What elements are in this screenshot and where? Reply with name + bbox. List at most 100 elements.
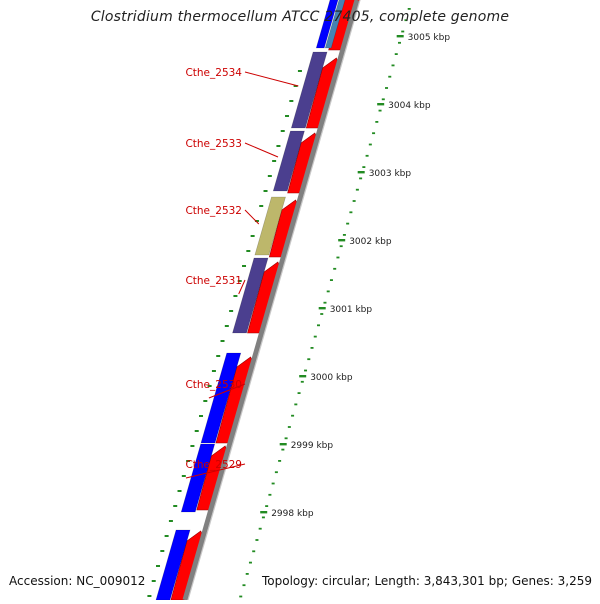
ruler-minor-tick — [362, 166, 366, 168]
inner-tick — [250, 235, 255, 237]
ruler-minor-tick — [304, 369, 308, 372]
ruler-minor-tick — [342, 234, 346, 236]
ruler-minor-tick — [375, 121, 379, 123]
inner-tick — [246, 250, 251, 252]
ruler-major-tick — [260, 511, 268, 514]
inner-tick — [216, 355, 221, 357]
gene-label: Cthe_2531 — [185, 275, 242, 287]
ruler-major-tick — [338, 239, 346, 242]
ruler-major-tick — [396, 35, 404, 38]
ruler-minor-tick — [261, 516, 265, 519]
ruler-minor-tick — [239, 595, 243, 598]
ruler-minor-tick — [365, 154, 369, 157]
gene-label-leader — [185, 463, 246, 479]
inner-tick — [177, 490, 182, 492]
inner-tick — [233, 295, 238, 297]
inner-tick — [293, 85, 298, 87]
ruler-minor-tick — [349, 211, 353, 214]
inner-tick — [194, 430, 199, 432]
accession-text: Accession: NC_009012 — [9, 574, 146, 588]
ruler-tick-label: 2999 kbp — [291, 441, 334, 451]
gene-feature-block — [315, 0, 339, 49]
ruler-minor-tick — [316, 324, 320, 327]
inner-tick — [168, 520, 173, 522]
backbone-highlight — [187, 0, 361, 601]
inner-tick — [173, 505, 178, 507]
ruler-minor-tick — [394, 53, 398, 55]
ruler-tick-label: 3005 kbp — [408, 33, 451, 43]
ruler-minor-tick — [397, 41, 401, 44]
gene-label-layer: Cthe_2534 Cthe_2533 Cthe_2532 Cthe_2531 Cthe… — [185, 67, 299, 479]
ruler-major-tick — [357, 171, 365, 174]
backbone-track — [182, 0, 361, 601]
gene-label: Cthe_2534 — [185, 67, 242, 79]
ruler-minor-tick — [352, 200, 356, 202]
ruler-major-tick — [299, 375, 307, 378]
inner-tick — [229, 310, 234, 312]
gene-feature-block — [232, 257, 269, 334]
ruler-minor-tick — [313, 335, 317, 338]
gene-label: Cthe_2529 — [185, 459, 242, 471]
ruler-minor-tick — [339, 245, 343, 248]
ruler-minor-tick — [381, 98, 385, 101]
gene-label-leader — [244, 71, 299, 87]
ruler-minor-tick — [378, 109, 382, 112]
ruler-minor-tick — [300, 380, 304, 383]
inner-tick — [151, 580, 156, 582]
ruler-minor-tick — [274, 471, 278, 474]
ruler-minor-tick — [271, 482, 275, 485]
ruler-tick-label: 2998 kbp — [271, 509, 314, 519]
ruler-minor-tick — [278, 460, 282, 462]
gene-label-leader — [244, 209, 260, 225]
ruler-minor-tick — [323, 301, 327, 304]
inner-tick — [181, 475, 186, 477]
inner-tick — [289, 100, 294, 102]
ruler-major-tick — [279, 443, 287, 446]
inner-tick — [276, 145, 281, 147]
inner-tick — [259, 205, 264, 207]
topology-text: Topology: circular; — [262, 574, 371, 588]
ruler-tick-label: 3002 kbp — [349, 237, 392, 247]
ruler-minor-tick — [252, 550, 256, 553]
gene-label-leader — [244, 142, 279, 158]
ruler-minor-tick — [407, 8, 411, 10]
inner-tick — [263, 190, 268, 192]
ruler-minor-tick — [388, 75, 392, 78]
ruler-major-tick — [318, 307, 326, 310]
ruler-minor-tick — [281, 448, 285, 451]
ruler-major-tick — [377, 103, 385, 106]
inner-tick — [224, 325, 229, 327]
ruler-minor-tick — [284, 437, 288, 440]
gene-label: Cthe_2533 — [185, 138, 242, 150]
ruler-minor-tick — [287, 426, 291, 428]
inner-tick — [211, 370, 216, 372]
inner-tick — [203, 400, 208, 402]
ruler-minor-tick — [265, 505, 269, 507]
ruler-track: 3005 kbp 3004 kbp 3003 kbp 3002 kbp 3001 kbp… — [147, 8, 451, 598]
inner-tick — [164, 535, 169, 537]
inner-tick — [272, 160, 277, 162]
ruler-minor-tick — [391, 64, 395, 67]
ruler-minor-tick — [245, 573, 249, 575]
ruler-minor-tick — [385, 87, 389, 89]
ruler-minor-tick — [242, 584, 246, 587]
ruler-minor-tick — [359, 177, 363, 180]
inner-tick — [207, 385, 212, 387]
ruler-minor-tick — [320, 313, 324, 315]
ruler-minor-tick — [268, 493, 272, 496]
ruler-minor-tick — [291, 414, 295, 417]
inner-tick — [242, 265, 247, 267]
ruler-minor-tick — [297, 392, 301, 394]
ruler-tick-label: 3004 kbp — [388, 101, 431, 111]
gene-feature-block — [272, 130, 305, 192]
ruler-minor-tick — [255, 539, 259, 541]
ruler-minor-tick — [307, 358, 311, 361]
ruler-tick-label: 3003 kbp — [369, 169, 412, 179]
inner-tick — [254, 220, 259, 222]
gene-feature-block — [180, 443, 216, 513]
ruler-minor-tick — [372, 132, 376, 135]
inner-tick — [237, 280, 242, 282]
ruler-tick-label: 3000 kbp — [310, 373, 353, 383]
